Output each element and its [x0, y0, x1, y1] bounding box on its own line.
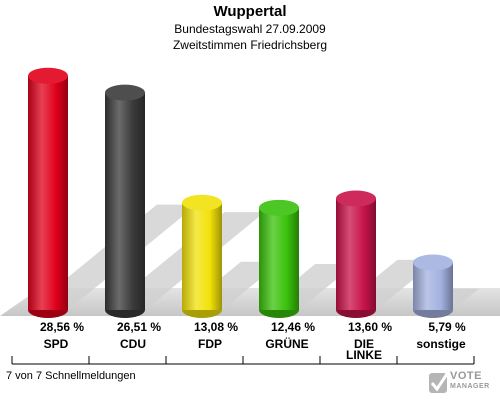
chart-subtitle-election: Bundestagswahl 27.09.2009 — [174, 22, 326, 36]
logo-text-vote: VOTE — [450, 370, 482, 382]
category-label: LINKE — [346, 348, 382, 362]
bar-die-linke — [336, 190, 376, 318]
value-label: 12,46 % — [271, 320, 315, 334]
category-label: GRÜNE — [265, 336, 308, 351]
chart-subtitle-district: Zweitstimmen Friedrichsberg — [172, 38, 328, 52]
vote-manager-logo: VOTE MANAGER — [428, 370, 498, 398]
bars — [28, 67, 453, 318]
value-label: 26,51 % — [117, 320, 161, 334]
category-label: FDP — [198, 337, 222, 351]
category-axis — [11, 356, 475, 365]
value-label: 13,08 % — [194, 320, 238, 334]
bar-cdu — [105, 84, 145, 318]
value-labels: 28,56 % 26,51 % 13,08 % 12,46 % 13,60 % 5,79 … — [40, 320, 466, 334]
value-label: 13,60 % — [348, 320, 392, 334]
bar-gruene — [259, 199, 299, 318]
vote-manager-check-icon — [429, 373, 449, 393]
value-label: 5,79 % — [428, 320, 466, 334]
category-label: SPD — [44, 337, 69, 351]
bar-spd — [28, 67, 68, 318]
bar-fdp — [182, 194, 222, 318]
bar-sonstige — [413, 254, 453, 318]
chart-title: Wuppertal — [213, 3, 287, 20]
category-label: CDU — [120, 337, 146, 351]
logo-text-manager: MANAGER — [450, 383, 490, 390]
value-label: 28,56 % — [40, 320, 84, 334]
status-footer: 7 von 7 Schnellmeldungen — [6, 370, 136, 382]
category-label: DIE — [354, 337, 374, 351]
category-label: sonstige — [416, 337, 466, 351]
